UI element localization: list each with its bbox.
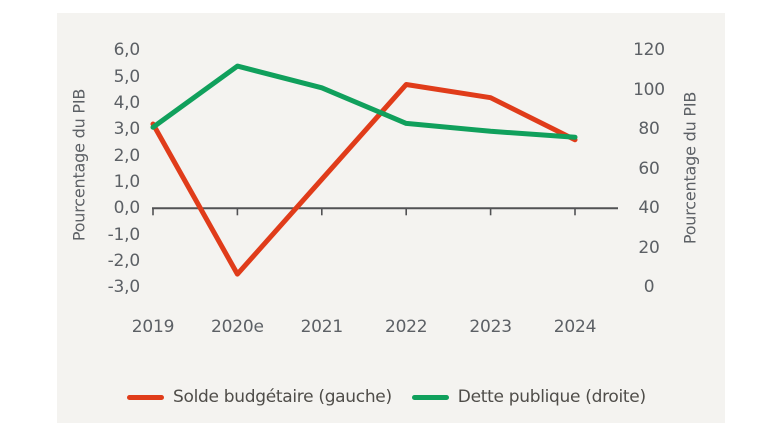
legend-swatch-solde-budgetaire (127, 394, 164, 400)
left-axis-tick-label: 5,0 (113, 66, 141, 87)
right-axis-tick-label: 20 (638, 237, 660, 258)
left-axis-tick-label: 0,0 (113, 198, 141, 219)
series-line-dette-publique (150, 63, 578, 140)
left-axis-tick-label: 6,0 (113, 40, 141, 61)
x-axis-label: 2019 (131, 317, 175, 337)
right-axis-tick-label: 80 (638, 119, 660, 140)
left-axis-tick-label: -1,0 (107, 224, 141, 245)
legend-swatch-dette-publique (411, 394, 449, 400)
series-line-solde-budgetaire (150, 82, 578, 277)
x-axis-label: 2020e (211, 317, 264, 337)
left-axis-tick-label: -3,0 (107, 277, 141, 298)
chart-panel (57, 13, 725, 423)
x-axis-label: 2021 (300, 317, 344, 337)
legend-label-dette-publique: Dette publique (droite) (457, 387, 646, 407)
right-axis-tick-label: 0 (643, 277, 655, 298)
right-axis-tick-label: 60 (638, 158, 660, 179)
right-axis-tick-label: 100 (633, 79, 665, 100)
left-axis-tick-label: 3,0 (113, 119, 141, 140)
left-axis-tick-label: 2,0 (113, 145, 141, 166)
left-axis-tick-label: 4,0 (113, 92, 141, 113)
right-axis-tick-label: 40 (638, 198, 660, 219)
legend-label-solde-budgetaire: Solde budgétaire (gauche) (173, 387, 392, 407)
left-axis-tick-label: -2,0 (107, 250, 141, 271)
right-axis-tick-label: 120 (633, 40, 665, 61)
x-axis-label: 2023 (469, 317, 512, 337)
x-axis-label: 2024 (553, 317, 597, 337)
legend: Solde budgétaire (gauche) Dette publique… (127, 386, 646, 408)
x-axis-label: 2022 (384, 317, 428, 337)
left-axis-tick-label: 1,0 (113, 171, 141, 192)
